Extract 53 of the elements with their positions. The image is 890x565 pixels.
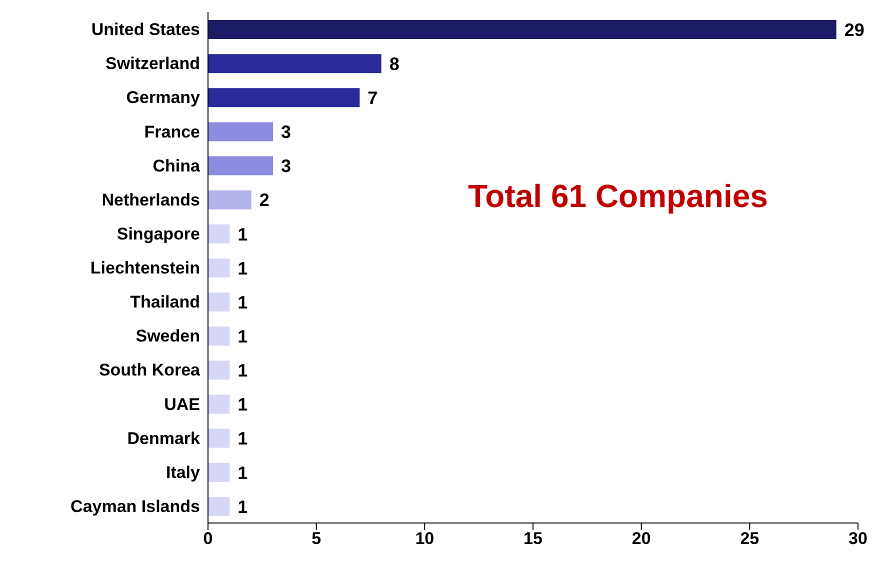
bar bbox=[208, 88, 360, 108]
data-label: 3 bbox=[281, 156, 292, 176]
bar bbox=[208, 326, 230, 346]
bar bbox=[208, 292, 230, 312]
y-tick-label: UAE bbox=[164, 394, 200, 414]
data-label: 1 bbox=[238, 428, 248, 449]
x-tick-label: 20 bbox=[632, 529, 651, 548]
data-label: 1 bbox=[238, 258, 248, 278]
data-label: 1 bbox=[238, 394, 248, 415]
y-tick-label: South Korea bbox=[98, 360, 201, 380]
bar bbox=[208, 394, 230, 414]
x-tick-label: 30 bbox=[848, 529, 868, 548]
y-tick-label: Denmark bbox=[127, 428, 201, 448]
y-tick-label: Switzerland bbox=[106, 54, 200, 74]
data-label: 29 bbox=[844, 20, 864, 40]
y-tick-label: Thailand bbox=[130, 292, 200, 312]
bar bbox=[208, 462, 230, 482]
y-tick-label: France bbox=[144, 122, 200, 142]
bar bbox=[208, 122, 273, 142]
bar bbox=[208, 428, 230, 448]
y-tick-label: Cayman Islands bbox=[70, 497, 200, 516]
bar bbox=[208, 258, 230, 278]
data-label: 8 bbox=[389, 54, 400, 74]
y-tick-label: Italy bbox=[166, 462, 201, 482]
y-tick-label: Netherlands bbox=[102, 190, 200, 210]
x-tick-label: 0 bbox=[203, 529, 213, 548]
y-tick-label: Germany bbox=[126, 88, 201, 108]
data-label: 2 bbox=[259, 190, 270, 210]
data-label: 1 bbox=[238, 462, 248, 483]
bar bbox=[208, 224, 230, 244]
data-label: 1 bbox=[238, 326, 248, 346]
data-label: 1 bbox=[238, 496, 248, 517]
x-tick-label: 15 bbox=[524, 529, 542, 548]
data-label: 1 bbox=[238, 360, 248, 381]
data-label: 1 bbox=[238, 224, 248, 244]
y-tick-label: Singapore bbox=[116, 224, 200, 244]
x-tick-label: 25 bbox=[740, 529, 760, 548]
bar bbox=[208, 54, 382, 74]
bar bbox=[208, 20, 836, 39]
x-tick-label: 10 bbox=[415, 529, 434, 548]
data-label: 3 bbox=[281, 122, 292, 142]
y-tick-label: Sweden bbox=[136, 326, 200, 346]
y-tick-label: Liechtenstein bbox=[90, 258, 200, 278]
bar bbox=[208, 360, 230, 380]
bar bbox=[208, 156, 273, 176]
bar bbox=[208, 190, 252, 210]
bar bbox=[208, 496, 230, 516]
x-tick-label: 5 bbox=[312, 529, 322, 548]
data-label: 7 bbox=[368, 88, 378, 108]
y-tick-label: China bbox=[152, 156, 201, 176]
y-tick-label: United States bbox=[91, 20, 200, 40]
annotation: Total 61 Companies bbox=[468, 178, 768, 215]
data-label: 1 bbox=[238, 292, 248, 312]
